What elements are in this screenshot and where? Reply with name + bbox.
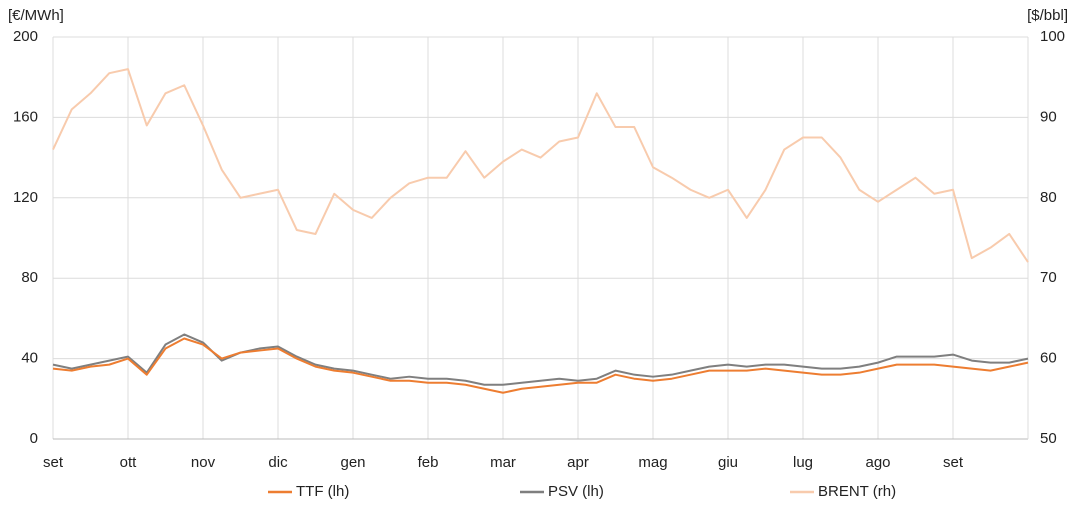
y-tick-label: 200 [13, 28, 38, 45]
x-tick-label: set [43, 454, 64, 471]
y2-tick-label: 50 [1040, 430, 1057, 447]
x-tick-label: dic [268, 454, 288, 471]
x-tick-label: mar [490, 454, 516, 471]
legend-label: PSV (lh) [548, 483, 604, 500]
x-tick-label: feb [418, 454, 439, 471]
x-tick-label: gen [340, 454, 365, 471]
x-tick-label: mag [638, 454, 667, 471]
x-tick-label: giu [718, 454, 738, 471]
y-tick-label: 120 [13, 189, 38, 206]
y-axis-label: [€/MWh] [8, 7, 64, 24]
series-line [52, 337, 1029, 394]
x-tick-label: set [943, 454, 964, 471]
y-tick-label: 0 [30, 430, 38, 447]
y2-tick-label: 80 [1040, 189, 1057, 206]
y-tick-label: 40 [21, 350, 38, 367]
y2-tick-label: 90 [1040, 108, 1057, 125]
y-tick-label: 80 [21, 269, 38, 286]
x-tick-label: ago [865, 454, 890, 471]
legend-label: TTF (lh) [296, 483, 349, 500]
y2-tick-label: 70 [1040, 269, 1057, 286]
series-line [52, 68, 1029, 263]
y2-tick-label: 100 [1040, 28, 1065, 45]
x-tick-label: apr [567, 454, 589, 471]
y2-tick-label: 60 [1040, 350, 1057, 367]
x-tick-label: lug [793, 454, 813, 471]
series-line [52, 333, 1029, 386]
x-tick-label: ott [120, 454, 138, 471]
x-tick-label: nov [191, 454, 216, 471]
legend-label: BRENT (rh) [818, 483, 896, 500]
y2-axis-label: [$/bbl] [1027, 7, 1068, 24]
y-tick-label: 160 [13, 108, 38, 125]
